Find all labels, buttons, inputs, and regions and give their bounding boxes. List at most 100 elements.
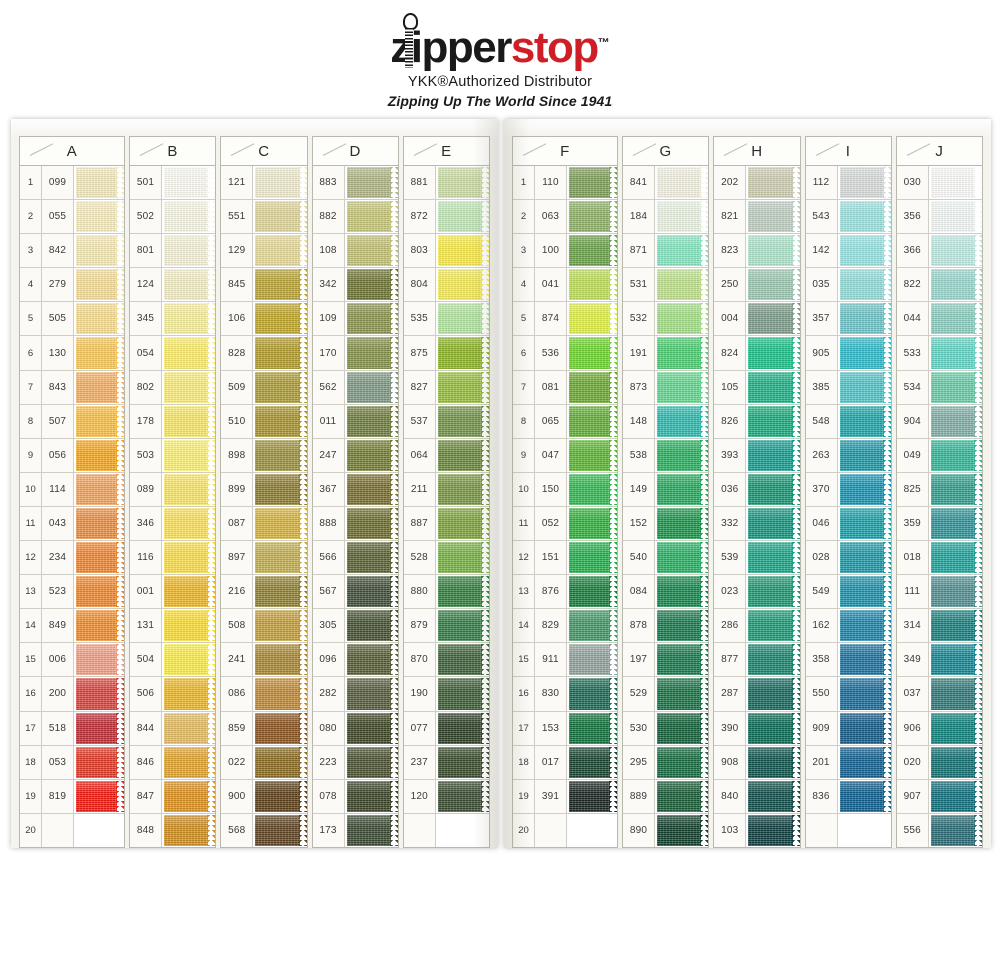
swatch-row[interactable]: 080 [312,711,398,746]
swatch-row[interactable]: 875 [403,336,489,371]
swatch-row[interactable]: 197 [623,643,709,678]
swatch-row[interactable]: 3 100 [513,234,617,269]
swatch-row[interactable]: 084 [623,575,709,610]
swatch-row[interactable]: 263 [805,438,891,473]
swatch-row[interactable]: 543 [805,200,891,235]
color-swatch-848[interactable] [162,813,216,847]
swatch-row[interactable]: 346 [130,506,216,542]
color-swatch-054[interactable] [162,336,216,370]
color-swatch-084[interactable] [655,575,709,609]
swatch-row[interactable]: 905 [805,336,891,371]
swatch-row[interactable]: 390 [714,711,800,746]
swatch-row[interactable]: 840 [714,779,800,814]
color-swatch-534[interactable] [928,370,982,404]
color-swatch-142[interactable] [837,234,891,268]
color-swatch-877[interactable] [746,643,800,677]
color-swatch-035[interactable] [837,268,891,302]
color-swatch-844[interactable] [162,711,216,745]
color-swatch-504[interactable] [162,643,216,677]
swatch-row[interactable]: 17 153 [513,711,617,746]
swatch-row[interactable]: 2 055 [20,200,124,235]
swatch-row[interactable]: 17 518 [20,711,124,746]
color-swatch-131[interactable] [162,609,216,643]
swatch-row[interactable]: 12 151 [513,541,617,576]
swatch-row[interactable]: 532 [623,302,709,337]
swatch-row[interactable]: 366 [896,234,982,269]
swatch-row[interactable]: 19 391 [513,779,617,814]
swatch-row[interactable]: 184 [623,200,709,235]
swatch-row[interactable]: 018 [896,541,982,576]
swatch-row[interactable]: 900 [221,779,307,814]
color-swatch-824[interactable] [746,336,800,370]
color-swatch-064[interactable] [435,438,489,472]
swatch-row[interactable]: 883 [312,166,398,201]
swatch-row[interactable]: 190 [403,677,489,712]
swatch-row[interactable]: 202 [714,166,800,201]
color-swatch-279[interactable] [74,268,124,302]
swatch-row[interactable]: 142 [805,234,891,269]
color-swatch-108[interactable] [344,234,398,268]
color-swatch-150[interactable] [567,472,617,506]
swatch-row[interactable]: 828 [221,336,307,371]
swatch-row[interactable]: 506 [130,677,216,712]
swatch-row[interactable]: 538 [623,438,709,473]
swatch-row[interactable]: 004 [714,302,800,337]
swatch-row[interactable]: 879 [403,609,489,644]
swatch-row[interactable]: 888 [312,506,398,542]
color-swatch-211[interactable] [435,472,489,506]
swatch-row[interactable]: 001 [130,575,216,610]
swatch-row[interactable]: 044 [896,302,982,337]
color-swatch-826[interactable] [746,404,800,438]
swatch-row[interactable]: 4 279 [20,268,124,303]
color-swatch-247[interactable] [344,438,398,472]
swatch-row[interactable]: 836 [805,779,891,814]
color-swatch-551[interactable] [253,200,307,234]
color-swatch-105[interactable] [746,370,800,404]
color-swatch-391[interactable] [567,779,617,813]
swatch-row[interactable]: 367 [312,472,398,507]
color-swatch-121[interactable] [253,166,307,200]
swatch-row[interactable]: 528 [403,541,489,576]
swatch-row[interactable]: 16 830 [513,677,617,712]
swatch-row[interactable]: 878 [623,609,709,644]
color-swatch-197[interactable] [655,643,709,677]
swatch-row[interactable]: 821 [714,200,800,235]
swatch-row[interactable]: 847 [130,779,216,814]
color-swatch-086[interactable] [253,677,307,711]
swatch-row[interactable]: 562 [312,370,398,405]
swatch-row[interactable]: 535 [403,302,489,337]
swatch-row[interactable]: 9 047 [513,438,617,473]
color-swatch-006[interactable] [74,643,124,677]
color-swatch-883[interactable] [344,166,398,200]
swatch-row[interactable]: 898 [221,438,307,473]
swatch-row[interactable]: 899 [221,472,307,507]
color-swatch-043[interactable] [74,506,124,541]
swatch-row[interactable]: 14 829 [513,609,617,644]
swatch-row[interactable]: 5 874 [513,302,617,337]
swatch-row[interactable]: 530 [623,711,709,746]
swatch-row[interactable]: 178 [130,404,216,439]
color-swatch-385[interactable] [837,370,891,404]
color-swatch-349[interactable] [928,643,982,677]
color-swatch-538[interactable] [655,438,709,472]
swatch-row[interactable]: 286 [714,609,800,644]
color-swatch-505[interactable] [74,302,124,336]
color-swatch-055[interactable] [74,200,124,234]
color-swatch-030[interactable] [928,166,982,200]
color-swatch-282[interactable] [344,677,398,711]
color-swatch-056[interactable] [74,438,124,472]
color-swatch-907[interactable] [928,779,982,813]
color-swatch-531[interactable] [655,268,709,302]
swatch-row[interactable]: 077 [403,711,489,746]
swatch-row[interactable]: 19 819 [20,779,124,814]
color-swatch-533[interactable] [928,336,982,370]
color-swatch-087[interactable] [253,506,307,541]
color-swatch-096[interactable] [344,643,398,677]
color-swatch-841[interactable] [655,166,709,200]
color-swatch-905[interactable] [837,336,891,370]
swatch-row[interactable]: 223 [312,745,398,780]
swatch-row[interactable]: 906 [896,711,982,746]
color-swatch-840[interactable] [746,779,800,813]
color-swatch-153[interactable] [567,711,617,745]
color-swatch-184[interactable] [655,200,709,234]
